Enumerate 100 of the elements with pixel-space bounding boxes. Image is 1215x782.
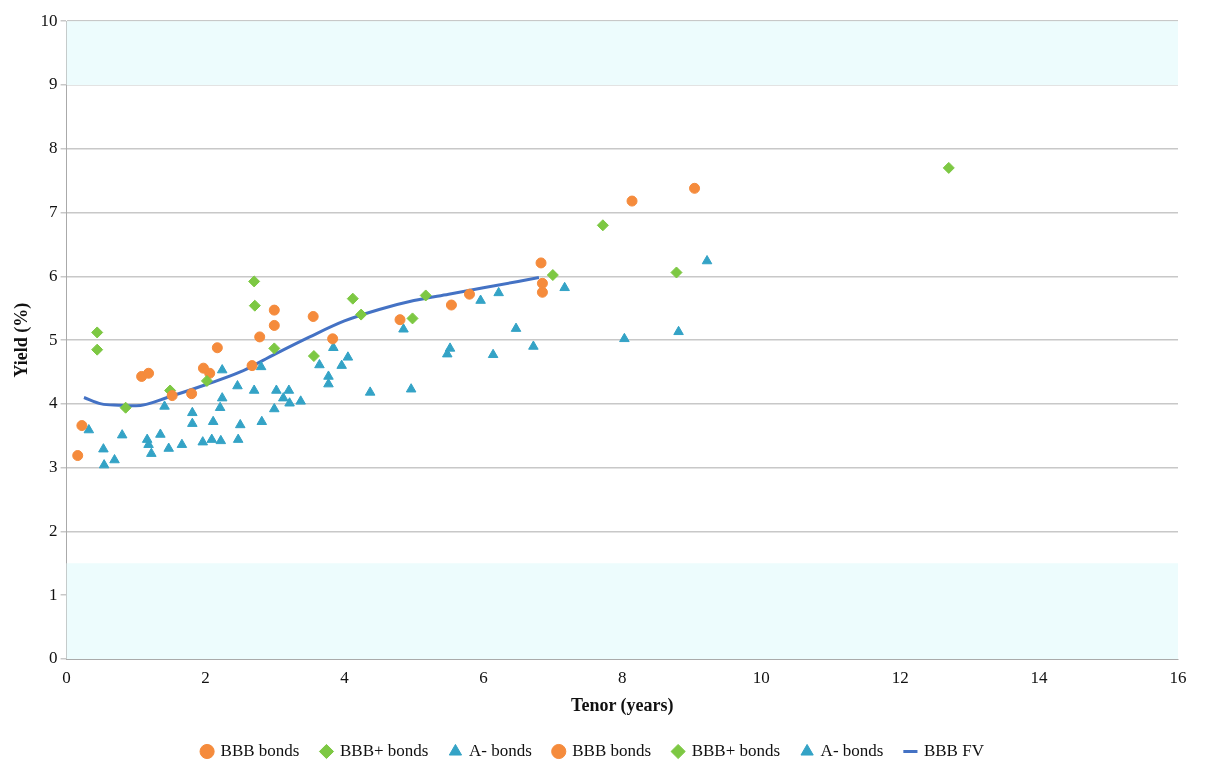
point — [268, 304, 280, 316]
legend-label: A- bonds — [468, 740, 532, 760]
point — [283, 384, 295, 394]
point — [163, 442, 174, 452]
point — [493, 286, 504, 297]
point — [187, 406, 198, 417]
legend-label: BBB bonds — [220, 740, 300, 760]
point — [445, 299, 457, 311]
y-tick-label: 3 — [49, 457, 58, 477]
point — [355, 308, 368, 321]
point — [284, 397, 295, 407]
legend-label: BBB+ bonds — [691, 740, 781, 760]
point — [186, 388, 198, 400]
point — [278, 392, 289, 402]
legend-label: A- bonds — [820, 740, 884, 760]
point — [146, 447, 157, 457]
point — [254, 331, 266, 343]
point — [91, 326, 104, 339]
point — [91, 343, 104, 356]
y-tick-label: 9 — [49, 74, 58, 94]
point — [216, 364, 228, 374]
y-tick-label: 4 — [49, 393, 59, 413]
point — [232, 433, 244, 443]
point — [76, 420, 88, 432]
y-tick-label: 7 — [49, 202, 59, 222]
point — [364, 386, 376, 396]
point — [307, 350, 320, 363]
point — [211, 342, 223, 354]
legend-label: BBB+ bonds — [339, 740, 429, 760]
point — [98, 459, 110, 469]
point — [83, 424, 95, 434]
point — [323, 378, 334, 388]
x-tick-label: 14 — [1030, 667, 1049, 687]
point — [419, 289, 432, 302]
point — [619, 332, 630, 343]
point — [248, 275, 261, 288]
point — [214, 401, 226, 411]
point — [487, 348, 499, 359]
point — [528, 340, 539, 350]
point — [701, 255, 713, 265]
point — [109, 454, 120, 464]
legend-label: BBB FV — [923, 740, 985, 760]
point — [255, 360, 267, 371]
point — [197, 436, 209, 446]
x-tick-label: 8 — [618, 667, 627, 687]
point — [116, 429, 128, 439]
point — [327, 333, 339, 345]
point — [406, 312, 419, 325]
point — [155, 428, 166, 438]
point — [441, 348, 453, 358]
point — [207, 415, 219, 425]
y-tick-label: 5 — [49, 329, 58, 349]
x-tick-label: 4 — [340, 667, 350, 687]
y-tick-label: 2 — [49, 520, 58, 540]
point — [119, 401, 132, 414]
x-tick-label: 6 — [479, 667, 488, 687]
point — [314, 358, 325, 369]
point — [463, 288, 475, 300]
y-tick-label: 8 — [49, 138, 58, 158]
point — [141, 433, 153, 443]
y-tick-label: 0 — [49, 648, 58, 668]
point — [546, 269, 559, 282]
point — [394, 314, 406, 326]
point — [536, 286, 548, 298]
point — [689, 182, 701, 194]
point — [72, 450, 84, 462]
point — [942, 161, 955, 174]
point — [268, 319, 280, 331]
point — [246, 360, 258, 372]
point — [535, 257, 547, 269]
x-tick-label: 16 — [1169, 667, 1187, 687]
point — [398, 323, 409, 333]
point — [200, 374, 213, 387]
point — [342, 351, 354, 361]
point — [295, 395, 306, 405]
y-axis-title: Yield (%) — [11, 302, 33, 378]
point — [248, 384, 260, 394]
point — [176, 438, 188, 448]
point — [197, 362, 209, 374]
x-tick-label: 2 — [201, 667, 210, 687]
point — [307, 311, 319, 322]
point — [626, 195, 638, 207]
point — [206, 433, 218, 443]
x-tick-label: 10 — [752, 667, 770, 687]
point — [673, 325, 684, 336]
point — [559, 281, 570, 292]
point — [98, 443, 109, 453]
point — [232, 380, 243, 390]
x-axis-title: Tenor (years) — [571, 694, 674, 716]
point — [271, 384, 282, 394]
point — [234, 418, 246, 429]
point — [336, 359, 347, 369]
point — [187, 417, 198, 427]
point — [143, 367, 155, 379]
point — [346, 292, 359, 305]
point — [215, 434, 227, 445]
point — [216, 392, 228, 402]
point — [405, 383, 417, 393]
point — [248, 299, 261, 312]
y-tick-label: 6 — [49, 265, 58, 285]
